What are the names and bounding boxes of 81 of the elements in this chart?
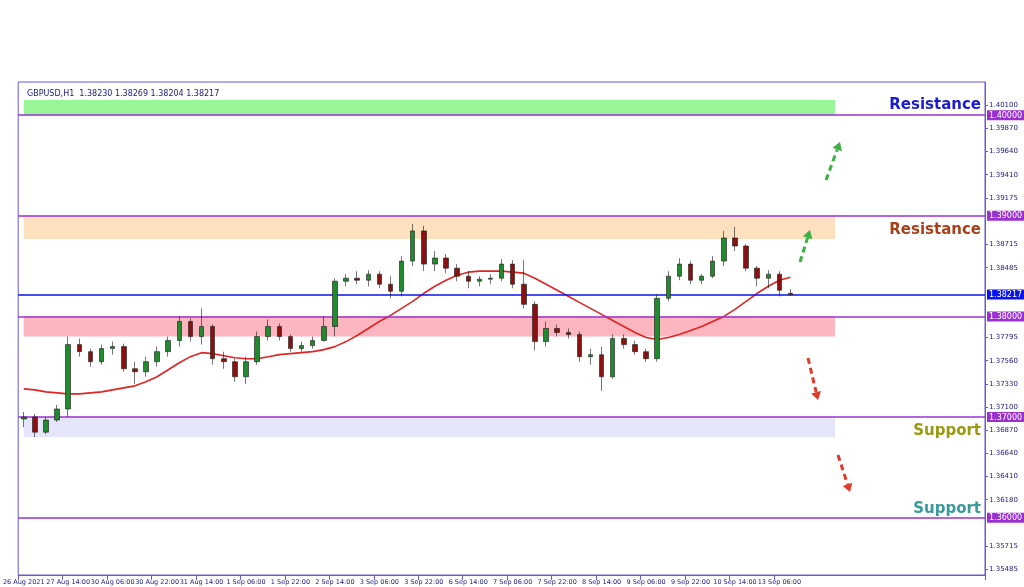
- candlestick: [677, 257, 682, 281]
- candlestick: [354, 270, 360, 285]
- candlestick: [443, 253, 449, 274]
- candlestick: [221, 351, 227, 370]
- text: Resistance: [889, 94, 982, 113]
- candlestick: [177, 316, 182, 347]
- ref-line-label: 1.38000: [989, 311, 1023, 321]
- candlestick: [788, 289, 793, 297]
- candlestick: [510, 259, 515, 289]
- candlestick: [654, 293, 660, 362]
- candlestick: [766, 269, 771, 289]
- candlestick: [43, 416, 49, 435]
- candlestick: [254, 331, 260, 366]
- candlestick: [99, 344, 104, 366]
- candlestick: [399, 255, 404, 297]
- candlestick: [432, 250, 438, 272]
- candlestick: [599, 346, 604, 392]
- candlestick: [143, 356, 149, 378]
- text: Support: [913, 420, 982, 439]
- candlestick: [454, 263, 460, 282]
- candlestick: [421, 225, 427, 272]
- candlestick: [366, 269, 371, 287]
- candlestick: [110, 341, 115, 355]
- text: GBPUSD,H1 1.38230 1.38269 1.38204 1.38217: [27, 88, 220, 98]
- candlestick: [65, 336, 71, 418]
- candlestick: [321, 316, 327, 342]
- candlestick: [210, 324, 215, 366]
- candlestick: [743, 243, 749, 272]
- candlestick: [466, 270, 471, 289]
- candlestick: [132, 361, 138, 385]
- candlestick: [499, 258, 504, 282]
- candlestick: [243, 356, 249, 385]
- candlestick: [710, 255, 715, 279]
- candlestick: [610, 334, 615, 380]
- ref-line-label: 1.38217: [989, 290, 1023, 300]
- candlestick: [521, 259, 527, 309]
- candlestick: [632, 340, 638, 355]
- candlestick: [588, 348, 593, 366]
- ref-line-label: 1.40000: [989, 110, 1023, 120]
- candlestick: [532, 301, 538, 351]
- candlestick: [265, 319, 271, 341]
- candlestick: [621, 334, 627, 349]
- candlestick: [577, 331, 582, 362]
- candlestick: [699, 273, 704, 285]
- candlestick: [232, 358, 238, 383]
- candlestick: [343, 273, 349, 287]
- candlestick: [32, 413, 38, 438]
- candlestick: [554, 324, 560, 337]
- line-series: [22, 270, 792, 395]
- candlestick: [721, 230, 727, 267]
- candlestick: [121, 343, 127, 373]
- candlestick: [410, 223, 415, 267]
- ref-line-label: 1.36000: [989, 513, 1023, 523]
- candlestick: [754, 265, 760, 287]
- candlestick: [666, 270, 671, 302]
- text: Support: [913, 498, 982, 517]
- candlestick: [488, 273, 493, 285]
- candlestick: [543, 321, 549, 347]
- candlestick: [388, 275, 393, 299]
- candlestick: [199, 308, 204, 345]
- candlestick: [566, 328, 571, 339]
- candlestick: [188, 318, 193, 342]
- candlestick: [688, 260, 693, 285]
- candlestick: [477, 275, 482, 287]
- candlestick: [154, 346, 160, 368]
- candlestick: [54, 404, 60, 423]
- candlestick: [77, 338, 82, 357]
- ref-line-label: 1.37000: [989, 412, 1023, 422]
- text: Resistance: [889, 219, 982, 238]
- candlestick: [777, 270, 782, 297]
- candlestick: [310, 336, 315, 349]
- candlestick: [288, 334, 293, 352]
- candlestick: [88, 348, 93, 368]
- ref-line-label: 1.39000: [989, 211, 1023, 221]
- candlestick: [332, 277, 338, 337]
- candlestick: [165, 336, 171, 357]
- candlestick: [643, 348, 649, 362]
- candlestick: [377, 270, 382, 289]
- candlestick: [299, 341, 304, 352]
- candlestick: [732, 226, 738, 252]
- candlestick: [277, 323, 282, 341]
